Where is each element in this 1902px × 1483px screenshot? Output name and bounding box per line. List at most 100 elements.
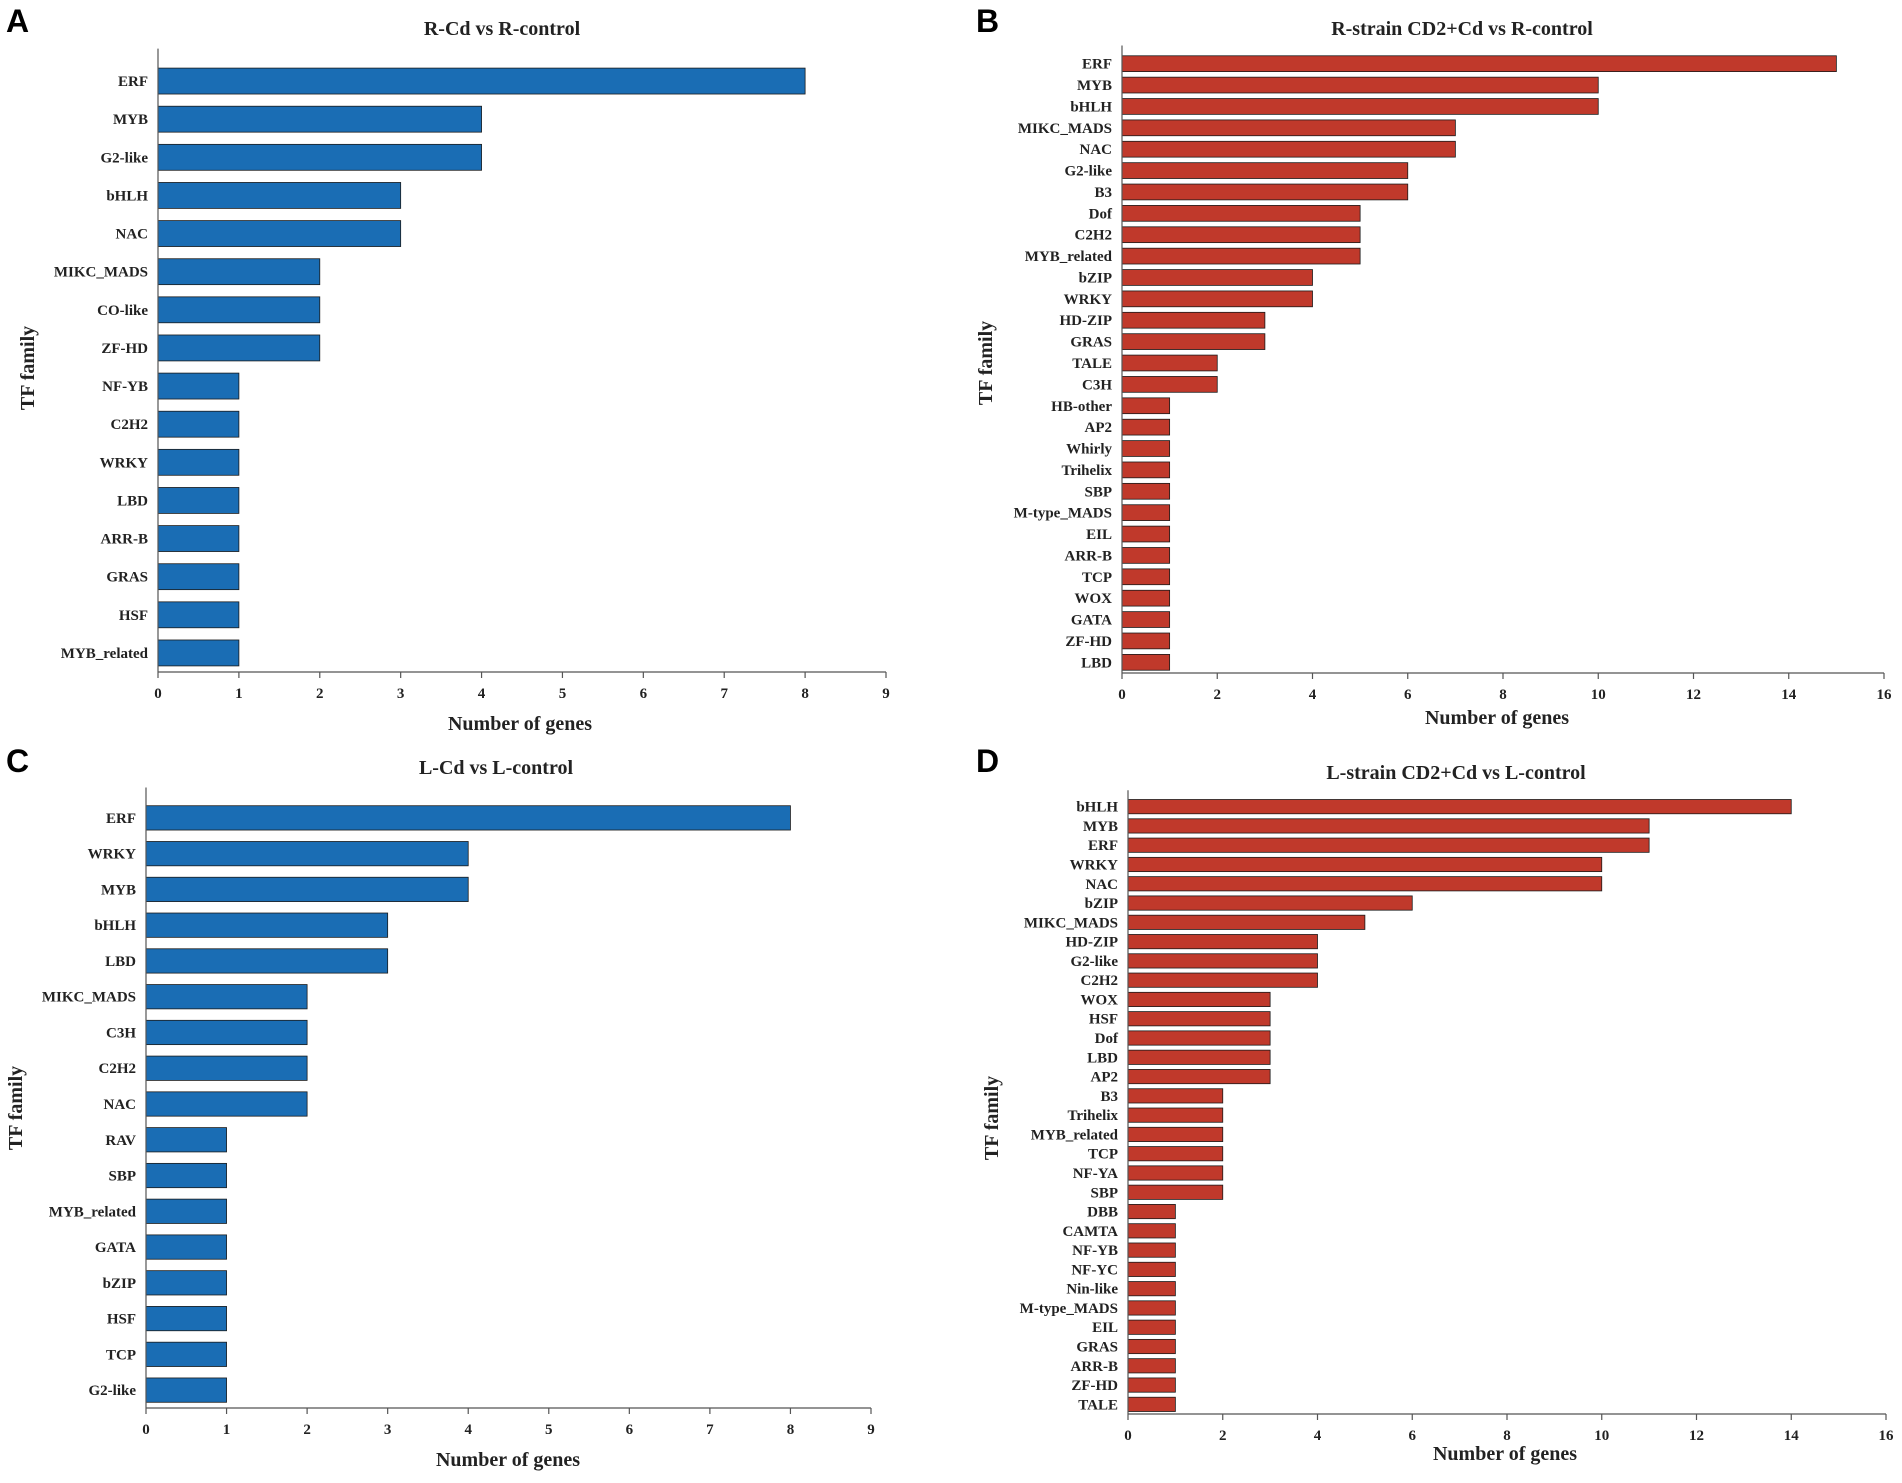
bar-d-24 [1127, 1261, 1176, 1277]
category-label-b-24: TCP [1082, 570, 1112, 586]
bar-b-22 [1121, 525, 1171, 543]
category-label-c-5: MIKC_MADS [42, 990, 136, 1006]
x-tick-label-c-5: 5 [545, 1422, 553, 1438]
bar-b-26 [1121, 611, 1171, 628]
bar-d-5 [1127, 895, 1413, 911]
y-axis-title-a: TF family [17, 326, 39, 410]
x-tick-label-c-0: 0 [142, 1422, 150, 1438]
category-label-a-6: CO-like [97, 303, 148, 319]
x-tick-label-d-8: 16 [1879, 1428, 1895, 1444]
bar-b-3 [1121, 119, 1456, 137]
bar-b-10 [1121, 269, 1313, 286]
category-label-b-5: G2-like [1065, 164, 1113, 180]
x-tick-label-a-5: 5 [559, 686, 567, 702]
x-tick-label-d-5: 10 [1594, 1428, 1609, 1444]
panel-a: A R-Cd vs R-control Number of genes TF f… [6, 3, 890, 735]
category-label-d-12: Dof [1095, 1031, 1119, 1047]
x-tick-label-a-8: 8 [801, 686, 809, 702]
category-label-d-27: EIL [1092, 1320, 1118, 1336]
bar-d-20 [1127, 1184, 1224, 1200]
category-label-b-10: bZIP [1079, 270, 1112, 286]
x-tick-label-b-2: 4 [1309, 687, 1317, 703]
category-label-b-28: LBD [1081, 655, 1112, 671]
bar-d-25 [1127, 1281, 1176, 1297]
bar-c-2 [145, 876, 469, 902]
category-label-a-15: MYB_related [61, 646, 149, 662]
bar-d-31 [1127, 1396, 1176, 1412]
x-tick-label-c-3: 3 [384, 1422, 392, 1438]
category-label-d-8: G2-like [1071, 954, 1119, 970]
bar-b-27 [1121, 632, 1171, 650]
bar-a-14 [157, 601, 240, 629]
y-axis-title-d: TF family [981, 1076, 1003, 1160]
bar-c-0 [145, 805, 791, 831]
bar-b-6 [1121, 183, 1409, 201]
category-label-d-1: MYB [1083, 819, 1118, 835]
chart-title-d: L-strain CD2+Cd vs L-control [1326, 762, 1586, 784]
x-tick-label-b-7: 14 [1781, 687, 1797, 703]
category-label-c-6: C3H [106, 1025, 136, 1041]
bar-c-3 [145, 912, 389, 938]
x-tick-label-a-4: 4 [478, 686, 486, 702]
bar-a-8 [157, 372, 240, 400]
category-label-d-29: ARR-B [1071, 1359, 1119, 1375]
bar-d-30 [1127, 1377, 1176, 1393]
x-tick-label-b-1: 2 [1214, 687, 1222, 703]
panel-d: D L-strain CD2+Cd vs L-control Number of… [976, 743, 1894, 1465]
category-label-d-22: CAMTA [1062, 1224, 1118, 1240]
category-label-c-1: WRKY [88, 847, 137, 863]
category-label-d-10: WOX [1081, 992, 1119, 1008]
category-label-b-15: C3H [1082, 377, 1112, 393]
category-label-c-12: GATA [95, 1240, 136, 1256]
category-label-a-11: LBD [117, 493, 148, 509]
x-tick-label-c-1: 1 [223, 1422, 231, 1438]
category-label-d-28: GRAS [1076, 1340, 1118, 1356]
bar-c-5 [145, 984, 308, 1010]
category-label-d-15: B3 [1100, 1089, 1118, 1105]
category-label-a-8: NF-YB [102, 379, 148, 395]
category-label-b-19: Trihelix [1061, 463, 1112, 479]
bar-c-6 [145, 1019, 308, 1046]
bar-a-5 [157, 258, 321, 286]
category-label-a-7: ZF-HD [101, 341, 148, 357]
bar-b-15 [1121, 376, 1218, 393]
bar-b-9 [1121, 247, 1361, 265]
x-tick-label-c-4: 4 [464, 1422, 472, 1438]
category-label-b-14: TALE [1072, 356, 1112, 372]
bar-d-26 [1127, 1300, 1176, 1316]
x-axis-title-d: Number of genes [1433, 1443, 1577, 1465]
bar-b-21 [1121, 504, 1171, 521]
category-label-d-3: WRKY [1070, 857, 1119, 873]
category-label-a-12: ARR-B [101, 532, 149, 548]
bar-c-9 [145, 1127, 227, 1153]
bar-b-16 [1121, 397, 1171, 415]
category-label-d-4: NAC [1086, 877, 1119, 893]
category-label-d-7: HD-ZIP [1066, 935, 1119, 951]
category-label-d-18: TCP [1088, 1147, 1118, 1163]
x-tick-label-b-4: 8 [1499, 687, 1507, 703]
bar-c-15 [145, 1341, 227, 1367]
x-tick-label-a-1: 1 [235, 686, 243, 702]
x-tick-label-a-6: 6 [640, 686, 648, 702]
bar-b-5 [1121, 162, 1409, 179]
category-label-d-2: ERF [1088, 838, 1118, 854]
bar-a-9 [157, 410, 240, 438]
category-label-b-9: MYB_related [1025, 249, 1113, 265]
x-tick-label-a-0: 0 [154, 686, 162, 702]
panel-letter-c: C [6, 743, 29, 779]
bar-c-8 [145, 1091, 308, 1117]
category-label-a-9: C2H2 [111, 417, 149, 433]
category-label-c-3: bHLH [94, 918, 136, 934]
category-label-b-16: HB-other [1051, 399, 1112, 415]
category-label-d-21: DBB [1087, 1205, 1118, 1221]
category-label-b-13: GRAS [1070, 335, 1112, 351]
x-tick-label-b-6: 12 [1686, 687, 1701, 703]
bar-c-10 [145, 1162, 227, 1189]
category-label-a-1: MYB [113, 112, 148, 128]
bar-a-1 [157, 105, 482, 133]
panel-c: C L-Cd vs L-control Number of genes TF f… [5, 743, 875, 1471]
category-label-d-24: NF-YC [1071, 1262, 1118, 1278]
y-axis-title-c: TF family [5, 1066, 27, 1150]
bar-c-1 [145, 841, 469, 867]
